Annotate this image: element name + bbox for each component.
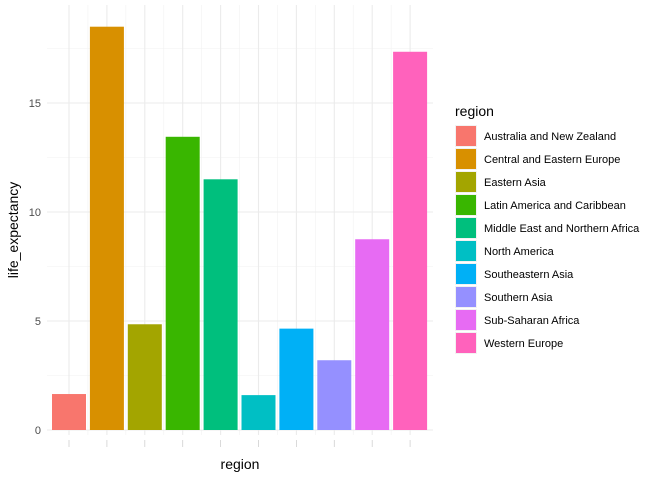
legend-label: Western Europe — [484, 338, 563, 350]
legend-label: Southeastern Asia — [484, 269, 574, 281]
legend-key — [456, 310, 476, 330]
legend-key — [456, 287, 476, 307]
legend-title: region — [455, 103, 494, 119]
legend-key — [456, 149, 476, 169]
legend-label: Middle East and Northern Africa — [484, 223, 640, 235]
y-tick-label: 0 — [35, 425, 41, 437]
legend-label: Sub-Saharan Africa — [484, 315, 580, 327]
bar — [355, 239, 390, 430]
legend-key — [456, 172, 476, 192]
x-axis-ticks — [68, 440, 411, 447]
bar — [165, 136, 200, 431]
y-tick-label: 10 — [29, 207, 41, 219]
x-axis-title: region — [221, 456, 260, 472]
y-tick-label: 5 — [35, 316, 41, 328]
legend-label: Latin America and Caribbean — [484, 200, 626, 212]
legend-label: North America — [484, 246, 555, 258]
bar — [203, 179, 238, 430]
y-tick-label: 15 — [29, 98, 41, 110]
legend-label: Central and Eastern Europe — [484, 154, 620, 166]
bar — [393, 51, 428, 431]
bar — [241, 395, 276, 430]
legend-key — [456, 218, 476, 238]
legend-label: Australia and New Zealand — [484, 131, 616, 143]
y-axis-title: life_expectancy — [5, 182, 21, 279]
legend-label: Eastern Asia — [484, 177, 547, 189]
bar — [89, 26, 124, 430]
legend-key — [456, 264, 476, 284]
y-axis-ticks: 0 5 10 15 — [29, 98, 41, 437]
bar — [52, 394, 86, 430]
bar — [127, 324, 162, 430]
bars — [52, 26, 428, 431]
legend: Australia and New Zealand Central and Eas… — [455, 125, 640, 354]
legend-key — [456, 195, 476, 215]
legend-key — [456, 333, 476, 353]
bar — [317, 360, 352, 430]
legend-key — [456, 126, 476, 146]
legend-key — [456, 241, 476, 261]
legend-label: Southern Asia — [484, 292, 553, 304]
bar — [279, 328, 314, 430]
